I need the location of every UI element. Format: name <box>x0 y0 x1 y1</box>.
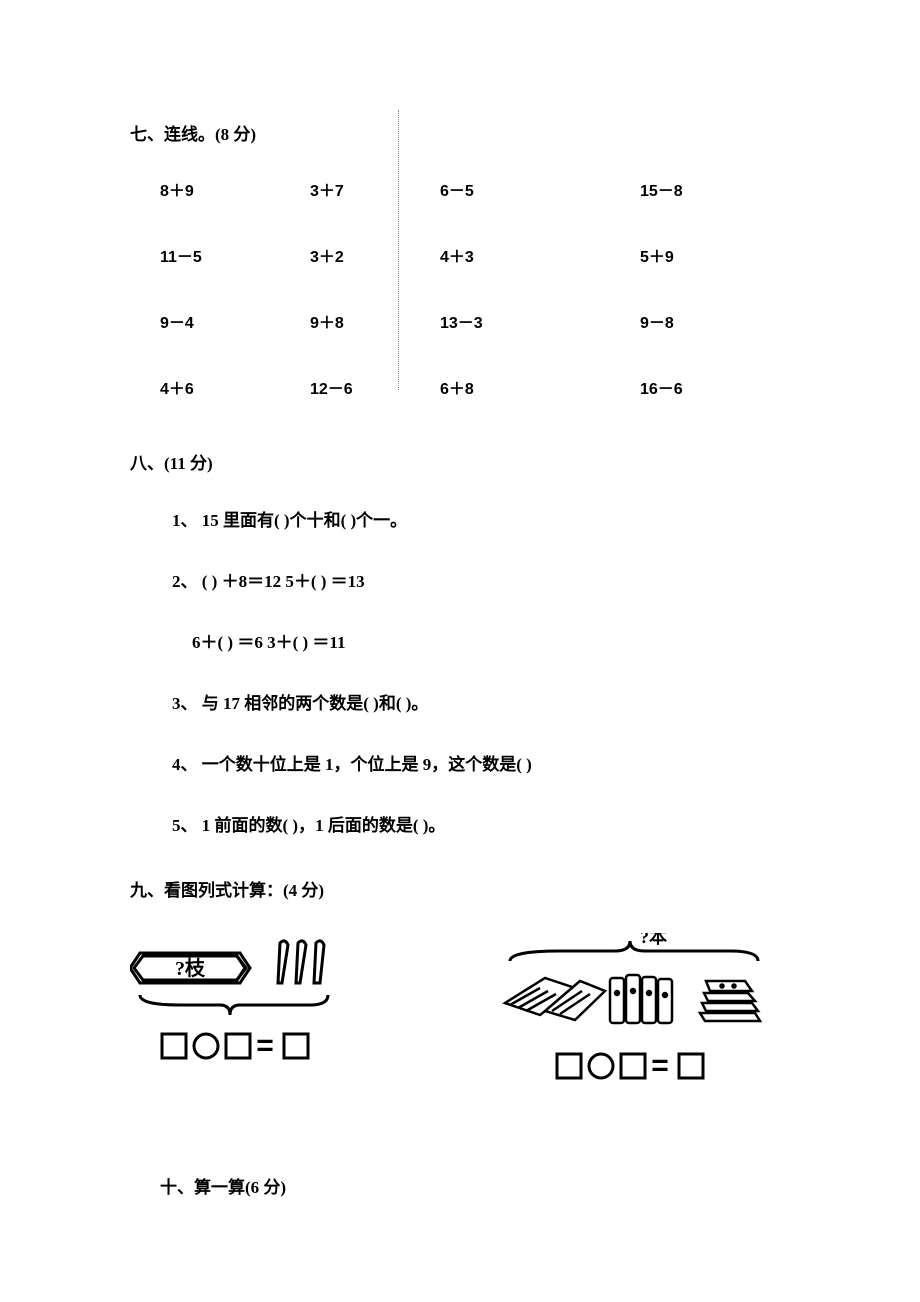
q7-cell: 16－6 <box>640 375 760 399</box>
q7-col-1: 8＋9 11－5 9－4 4＋6 <box>160 177 310 399</box>
q7-col-2: 3＋7 3＋2 9＋8 12－6 <box>310 177 440 399</box>
section-9: 九、看图列式计算：(4 分) ?枝 <box>130 876 790 1083</box>
q8-item-5: 5、 1 前面的数( )，1 后面的数是( )。 <box>172 811 790 836</box>
q7-cell: 12－6 <box>310 375 440 399</box>
q7-cell: 6＋8 <box>440 375 640 399</box>
q8-item-2: 2、 ( ) ＋8＝12 5＋( ) ＝13 6＋( ) ＝6 3＋( ) ＝1… <box>172 567 790 653</box>
q7-cell: 3＋2 <box>310 243 440 267</box>
figure-2-equation: = <box>555 1049 705 1083</box>
q7-col-3: 6－5 4＋3 13－3 6＋8 <box>440 177 640 399</box>
section-8-heading: 八、(11 分) <box>130 449 790 474</box>
square-box-icon <box>555 1052 583 1080</box>
square-box-icon <box>619 1052 647 1080</box>
q7-cell: 8＋9 <box>160 177 310 201</box>
section-7: 七、连线。(8 分) 8＋9 11－5 9－4 4＋6 3＋7 3＋2 9＋8 … <box>130 120 790 399</box>
circle-box-icon <box>587 1052 615 1080</box>
q7-col-4: 15－8 5＋9 9－8 16－6 <box>640 177 760 399</box>
q7-cell: 13－3 <box>440 309 640 333</box>
q7-cell: 6－5 <box>440 177 640 201</box>
figure-1-equation: = <box>160 1029 310 1063</box>
q8-item-3: 3、 与 17 相邻的两个数是( )和( )。 <box>172 689 790 714</box>
section-10: 十、算一算(6 分) <box>130 1173 790 1198</box>
section-9-figures: ?枝 = <box>130 933 790 1083</box>
figure-2: ?本 <box>490 933 770 1083</box>
equals-sign: = <box>651 1049 673 1083</box>
section-8: 八、(11 分) 1、 15 里面有( )个十和( )个一。 2、 ( ) ＋8… <box>130 449 790 836</box>
q7-cell: 4＋3 <box>440 243 640 267</box>
equals-sign: = <box>256 1029 278 1063</box>
q8-item-2a: 2、 ( ) ＋8＝12 5＋( ) ＝13 <box>172 567 790 592</box>
fig2-label: ?本 <box>640 933 667 947</box>
square-box-icon <box>160 1032 188 1060</box>
q7-cell: 9＋8 <box>310 309 440 333</box>
section-7-table: 8＋9 11－5 9－4 4＋6 3＋7 3＋2 9＋8 12－6 6－5 4＋… <box>130 177 790 399</box>
q7-cell: 5＋9 <box>640 243 760 267</box>
section-10-heading: 十、算一算(6 分) <box>130 1173 790 1198</box>
q7-cell: 9－8 <box>640 309 760 333</box>
square-box-icon <box>282 1032 310 1060</box>
q7-cell: 4＋6 <box>160 375 310 399</box>
q7-cell: 9－4 <box>160 309 310 333</box>
circle-box-icon <box>192 1032 220 1060</box>
figure-1: ?枝 = <box>130 933 340 1083</box>
q7-cell: 11－5 <box>160 243 310 267</box>
q8-item-4: 4、 一个数十位上是 1，个位上是 9，这个数是( ) <box>172 750 790 775</box>
figure-1-drawing: ?枝 <box>130 933 340 1023</box>
section-8-list: 1、 15 里面有( )个十和( )个一。 2、 ( ) ＋8＝12 5＋( )… <box>130 506 790 836</box>
fig1-label: ?枝 <box>175 956 206 980</box>
section-7-heading: 七、连线。(8 分) <box>130 120 790 145</box>
figure-2-drawing: ?本 <box>490 933 770 1043</box>
q7-cell: 15－8 <box>640 177 760 201</box>
q8-item-1: 1、 15 里面有( )个十和( )个一。 <box>172 506 790 531</box>
section-7-divider <box>398 110 399 390</box>
q7-cell: 3＋7 <box>310 177 440 201</box>
square-box-icon <box>224 1032 252 1060</box>
q8-item-2b: 6＋( ) ＝6 3＋( ) ＝11 <box>172 628 790 653</box>
square-box-icon <box>677 1052 705 1080</box>
section-9-heading: 九、看图列式计算：(4 分) <box>130 876 790 901</box>
